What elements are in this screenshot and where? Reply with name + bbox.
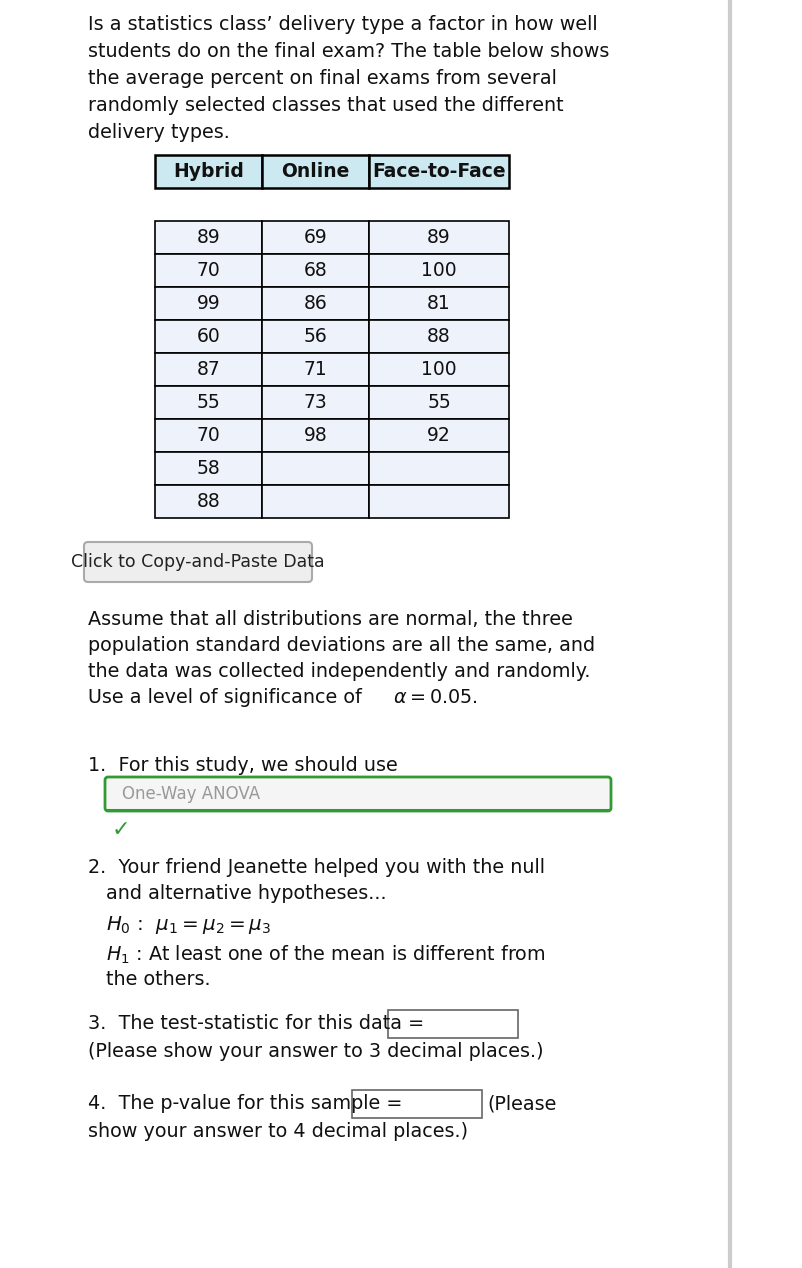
Text: the average percent on final exams from several: the average percent on final exams from … (88, 68, 557, 87)
Bar (369, 484, 509, 519)
Bar (369, 254, 509, 287)
Text: 70: 70 (196, 426, 221, 445)
Text: 89: 89 (196, 228, 221, 247)
Text: 71: 71 (304, 360, 327, 379)
Text: Click to Copy-and-Paste Data: Click to Copy-and-Paste Data (71, 553, 325, 571)
Text: Online: Online (282, 162, 350, 181)
Text: 55: 55 (427, 393, 451, 412)
Bar (155, 451, 262, 484)
Bar (262, 353, 369, 385)
Text: 56: 56 (304, 327, 327, 346)
Bar (155, 320, 262, 353)
Text: the data was collected independently and randomly.: the data was collected independently and… (88, 662, 590, 681)
Bar (155, 385, 262, 418)
Text: 99: 99 (196, 294, 221, 313)
Text: students do on the final exam? The table below shows: students do on the final exam? The table… (88, 42, 610, 61)
Bar (369, 221, 509, 254)
Text: 100: 100 (421, 261, 457, 280)
Text: $H_1$ : At least one of the mean is different from: $H_1$ : At least one of the mean is diff… (106, 943, 545, 966)
Bar (388, 1011, 518, 1038)
Text: (Please: (Please (487, 1094, 557, 1113)
Text: 2.  Your friend Jeanette helped you with the null: 2. Your friend Jeanette helped you with … (88, 858, 545, 877)
Bar (262, 254, 369, 287)
Text: 4.  The p-value for this sample =: 4. The p-value for this sample = (88, 1094, 408, 1113)
Text: Is a statistics class’ delivery type a factor in how well: Is a statistics class’ delivery type a f… (88, 15, 597, 34)
Bar (262, 484, 369, 519)
Bar (369, 320, 509, 353)
Bar (262, 221, 369, 254)
Bar (155, 155, 262, 188)
Bar (369, 155, 509, 188)
Bar (155, 418, 262, 451)
Bar (155, 287, 262, 320)
Text: 98: 98 (304, 426, 327, 445)
Text: 86: 86 (304, 294, 327, 313)
Bar (262, 320, 369, 353)
Text: 55: 55 (196, 393, 221, 412)
Bar (262, 155, 369, 188)
Bar (262, 418, 369, 451)
Bar (369, 353, 509, 385)
Text: 58: 58 (196, 459, 221, 478)
Text: 92: 92 (427, 426, 451, 445)
Bar (262, 451, 369, 484)
Text: (Please show your answer to 3 decimal places.): (Please show your answer to 3 decimal pl… (88, 1042, 544, 1061)
Bar (155, 484, 262, 519)
Text: 88: 88 (427, 327, 451, 346)
Text: 73: 73 (304, 393, 327, 412)
Text: 1.  For this study, we should use: 1. For this study, we should use (88, 756, 398, 775)
Bar (369, 385, 509, 418)
Text: show your answer to 4 decimal places.): show your answer to 4 decimal places.) (88, 1122, 468, 1141)
Text: Use a level of significance of: Use a level of significance of (88, 689, 368, 708)
Text: delivery types.: delivery types. (88, 123, 230, 142)
Text: Face-to-Face: Face-to-Face (372, 162, 506, 181)
Text: 100: 100 (421, 360, 457, 379)
Bar (369, 418, 509, 451)
Text: randomly selected classes that used the different: randomly selected classes that used the … (88, 96, 564, 115)
Text: population standard deviations are all the same, and: population standard deviations are all t… (88, 637, 595, 656)
Text: 89: 89 (427, 228, 451, 247)
Bar (262, 287, 369, 320)
Bar (352, 1090, 482, 1118)
Text: 87: 87 (196, 360, 221, 379)
Text: $H_0$ :  $\mu_1 = \mu_2 = \mu_3$: $H_0$ : $\mu_1 = \mu_2 = \mu_3$ (106, 914, 271, 936)
FancyBboxPatch shape (105, 777, 611, 812)
Text: Assume that all distributions are normal, the three: Assume that all distributions are normal… (88, 610, 573, 629)
Text: ✓: ✓ (112, 820, 131, 839)
Text: and alternative hypotheses...: and alternative hypotheses... (106, 884, 387, 903)
Text: 3.  The test-statistic for this data =: 3. The test-statistic for this data = (88, 1014, 430, 1033)
Bar (262, 385, 369, 418)
Bar (369, 287, 509, 320)
Text: 68: 68 (304, 261, 327, 280)
Text: 70: 70 (196, 261, 221, 280)
Bar (155, 221, 262, 254)
FancyBboxPatch shape (84, 541, 312, 582)
Text: 69: 69 (304, 228, 327, 247)
Text: 60: 60 (196, 327, 221, 346)
Text: Hybrid: Hybrid (173, 162, 244, 181)
Text: the others.: the others. (106, 970, 211, 989)
Bar (369, 451, 509, 484)
Text: One-Way ANOVA: One-Way ANOVA (122, 785, 260, 803)
Text: 81: 81 (427, 294, 451, 313)
Bar (155, 254, 262, 287)
Text: $\alpha = 0.05.$: $\alpha = 0.05.$ (393, 689, 478, 708)
Bar (155, 353, 262, 385)
Text: 88: 88 (196, 492, 221, 511)
